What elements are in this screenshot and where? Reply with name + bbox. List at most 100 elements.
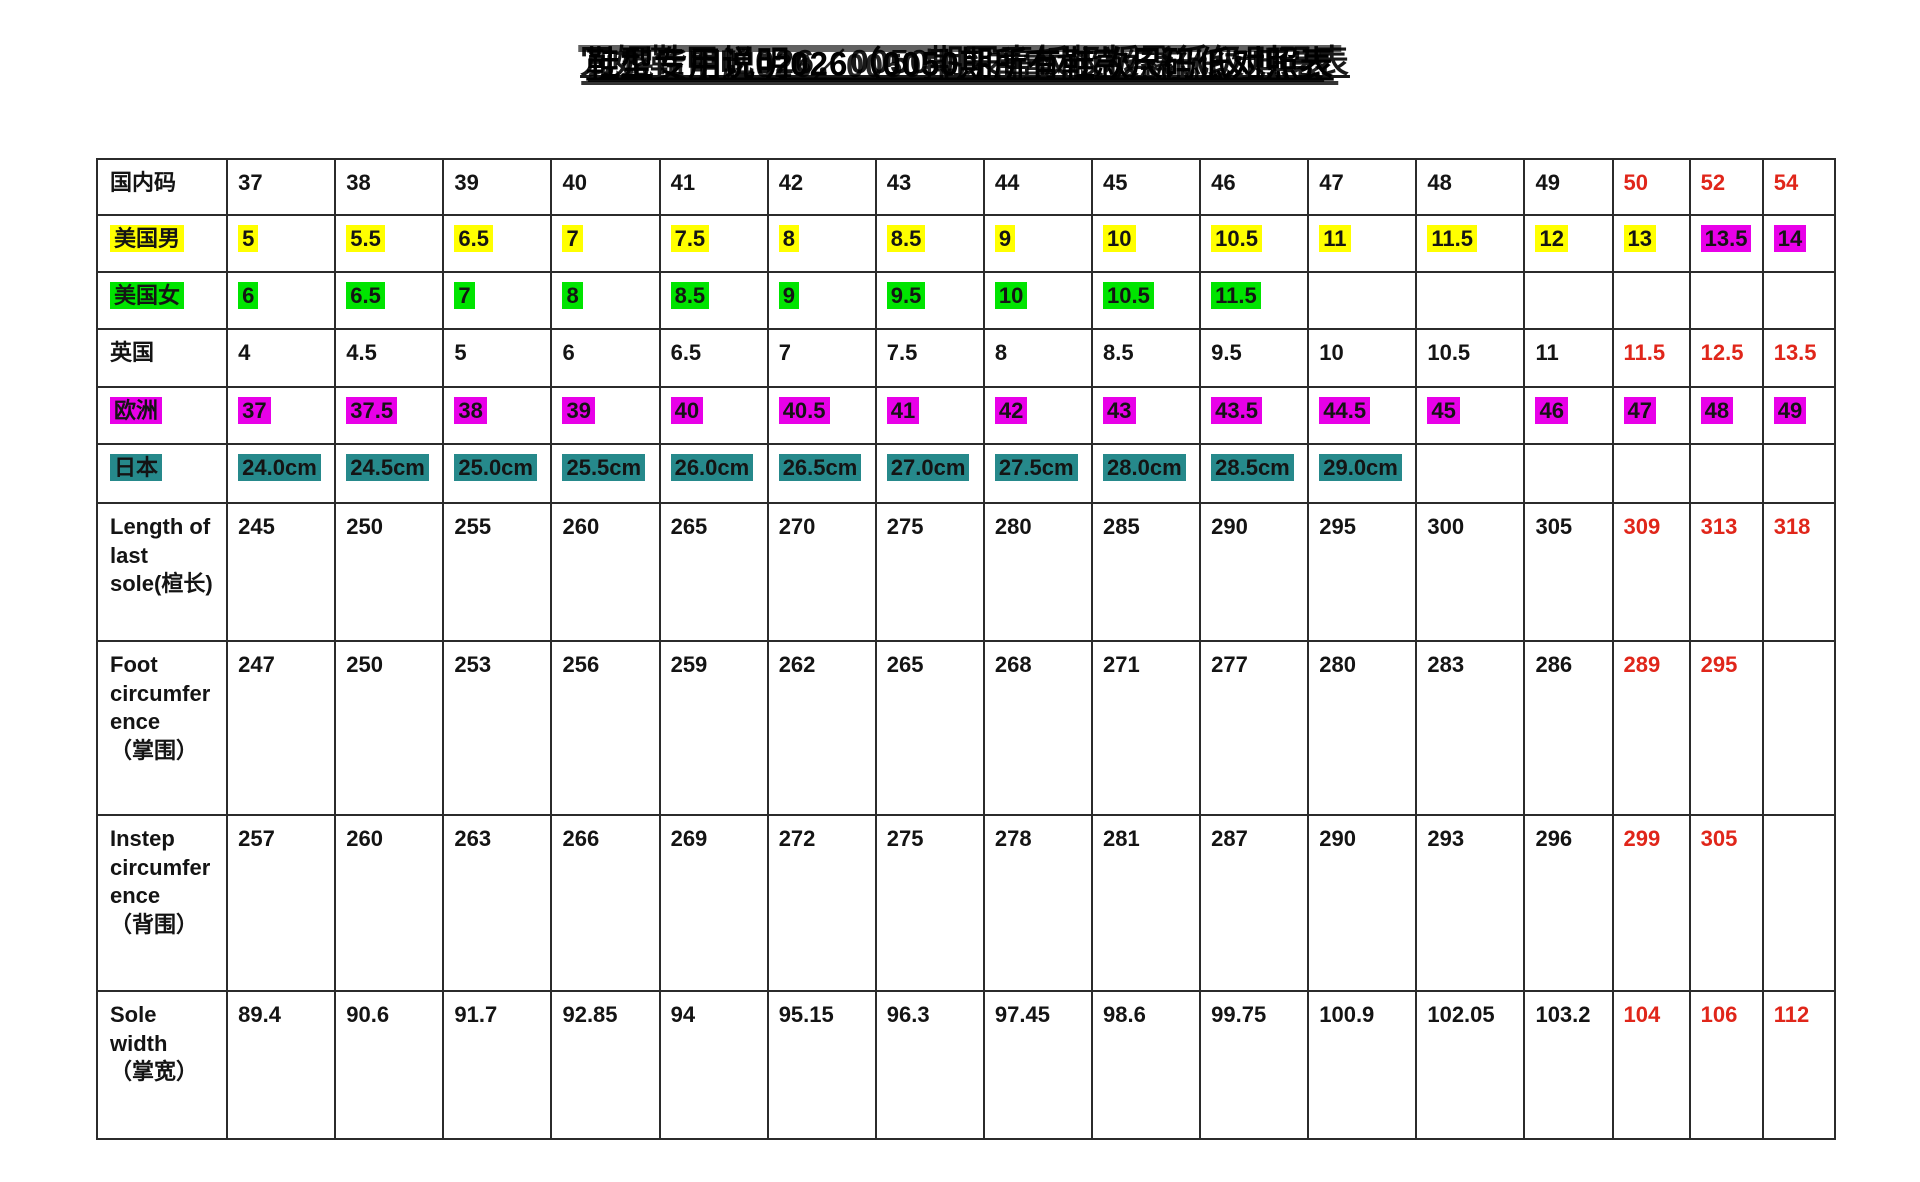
row-label-europe: 欧洲 [95,386,229,445]
cell-us-men: 11 [1307,214,1418,273]
cell-value: 268 [994,652,1032,677]
row-label-text: 美国女 [110,282,185,309]
cell-domestic-code: 40 [550,158,661,216]
table-row-europe: 欧洲 37 37.5 38 39 40 40.5 41 42 43 43.5 44.5 45 46 47 48… [95,386,1837,445]
cell-value: 89.4 [238,1002,281,1027]
cell-japan: 29.0cm [1307,443,1418,504]
cell-value: 48 [1427,170,1452,195]
cell-value: 256 [562,652,600,677]
cell-value: 280 [994,514,1032,539]
cell-value: 299 [1623,826,1661,851]
cell-foot-circumference: 256 [550,640,661,816]
cell-europe: 48 [1688,386,1764,445]
cell-uk: 7.5 [874,328,985,388]
cell-value: 24.0cm [238,454,321,481]
cell-japan [1415,443,1526,504]
cell-instep-circumference: 269 [658,814,769,992]
cell-domestic-code: 50 [1611,158,1691,216]
cell-value: 12 [1535,225,1568,252]
cell-value: 305 [1535,514,1573,539]
cell-value: 45 [1427,397,1460,424]
cell-value: 44.5 [1319,397,1371,424]
cell-us-women [1688,271,1764,330]
cell-us-women [1761,271,1837,330]
cell-sole-width: 96.3 [874,990,985,1140]
cell-value: 52 [1700,170,1726,195]
cell-sole-width: 89.4 [226,990,337,1140]
cell-last-sole-length: 260 [550,502,661,642]
cell-europe: 38 [442,386,553,445]
cell-us-men: 5.5 [334,214,445,273]
cell-value: 41 [886,397,920,424]
cell-value: 271 [1103,652,1140,677]
cell-domestic-code: 43 [874,158,985,216]
cell-europe: 42 [982,386,1094,445]
cell-value: 27.0cm [886,454,970,481]
cell-uk: 8 [982,328,1094,388]
cell-value: 318 [1773,514,1811,539]
cell-value: 309 [1623,514,1661,539]
cell-value: 6.5 [670,340,702,365]
cell-domestic-code: 44 [982,158,1094,216]
cell-value: 305 [1700,826,1738,851]
cell-value: 6 [562,340,575,365]
cell-value: 106 [1700,1002,1738,1027]
cell-last-sole-length: 275 [874,502,985,642]
cell-value: 257 [238,826,275,851]
row-label-text: 国内码 [110,170,177,195]
cell-value: 10.5 [1211,225,1262,252]
cell-japan [1688,443,1764,504]
cell-value: 5.5 [346,225,385,252]
row-label-last-sole-length: Length of last sole(楦长) [95,502,229,642]
cell-domestic-code: 37 [226,158,337,216]
cell-us-men: 8 [766,214,877,273]
cell-value: 8 [562,282,583,309]
cell-value: 283 [1427,652,1465,677]
cell-sole-width: 103.2 [1523,990,1614,1140]
cell-domestic-code: 38 [334,158,445,216]
cell-europe: 37.5 [334,386,445,445]
row-label-text: Foot circumfer ence （掌围） [110,652,211,763]
cell-value: 29.0cm [1319,454,1402,481]
cell-value: 4.5 [346,340,377,365]
cell-sole-width: 92.85 [550,990,661,1140]
table-row-foot-circumference: Foot circumfer ence （掌围） 247 250 253 256 259 2… [95,640,1837,816]
cell-foot-circumference: 277 [1199,640,1310,816]
cell-value: 50 [1623,170,1649,195]
cell-value: 42 [778,170,804,195]
cell-value: 10.5 [1103,282,1154,309]
cell-japan [1523,443,1614,504]
cell-value: 26.5cm [778,454,862,481]
cell-value: 43.5 [1211,397,1262,424]
cell-foot-circumference: 283 [1415,640,1526,816]
table-row-sole-width: Sole width （掌宽） 89.4 90.6 91.7 92.85 94 95.15 9… [95,990,1837,1140]
cell-value: 5 [238,225,259,252]
cell-foot-circumference: 250 [334,640,445,816]
cell-us-women: 8.5 [658,271,769,330]
row-label-uk: 英国 [95,328,229,388]
cell-japan: 26.5cm [766,443,877,504]
cell-us-men: 12 [1523,214,1614,273]
cell-foot-circumference: 271 [1091,640,1202,816]
cell-us-men: 10 [1091,214,1202,273]
cell-value: 42 [994,397,1028,424]
cell-value: 11.5 [1623,340,1666,365]
cell-value: 10 [1319,340,1344,365]
cell-value: 28.0cm [1103,454,1186,481]
size-conversion-table: 国内码 37 38 39 40 41 42 43 44 45 46 47 48 49 50 52 54 美国男 5 5… [95,158,1837,1140]
cell-us-men: 14 [1761,214,1837,273]
cell-value: 270 [778,514,816,539]
cell-us-men: 8.5 [874,214,985,273]
cell-value: 275 [886,514,924,539]
cell-us-men: 7 [550,214,661,273]
cell-us-men: 13.5 [1688,214,1764,273]
cell-sole-width: 91.7 [442,990,553,1140]
cell-value: 290 [1211,514,1248,539]
cell-europe: 37 [226,386,337,445]
cell-uk: 5 [442,328,553,388]
cell-europe: 43 [1091,386,1202,445]
cell-uk: 6.5 [658,328,769,388]
cell-us-women [1415,271,1526,330]
cell-value: 289 [1623,652,1661,677]
cell-us-women: 11.5 [1199,271,1310,330]
